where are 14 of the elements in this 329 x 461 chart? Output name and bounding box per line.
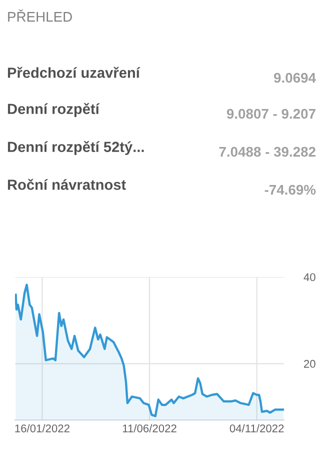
- text: Denní rozpětí 52tý...: [8, 141, 144, 155]
- text: Předchozí uzavření: [8, 66, 140, 78]
- x-tick-label: 16/01/2022: [15, 424, 70, 432]
- text: 9.0694: [274, 72, 316, 83]
- text: -74.69%: [264, 184, 316, 195]
- text: Denní rozpětí: [8, 103, 100, 117]
- y-tick-label: 40: [304, 273, 316, 282]
- text: PŘEHLED: [8, 9, 72, 22]
- y-tick-label: 20: [304, 360, 316, 368]
- text: 9.0807 - 9.207: [226, 108, 316, 119]
- x-tick-label: 04/11/2022: [230, 424, 284, 432]
- text: 7.0488 - 39.282: [219, 146, 316, 157]
- text: Roční návratnost: [8, 178, 126, 190]
- x-tick-label: 11/06/2022: [122, 424, 176, 432]
